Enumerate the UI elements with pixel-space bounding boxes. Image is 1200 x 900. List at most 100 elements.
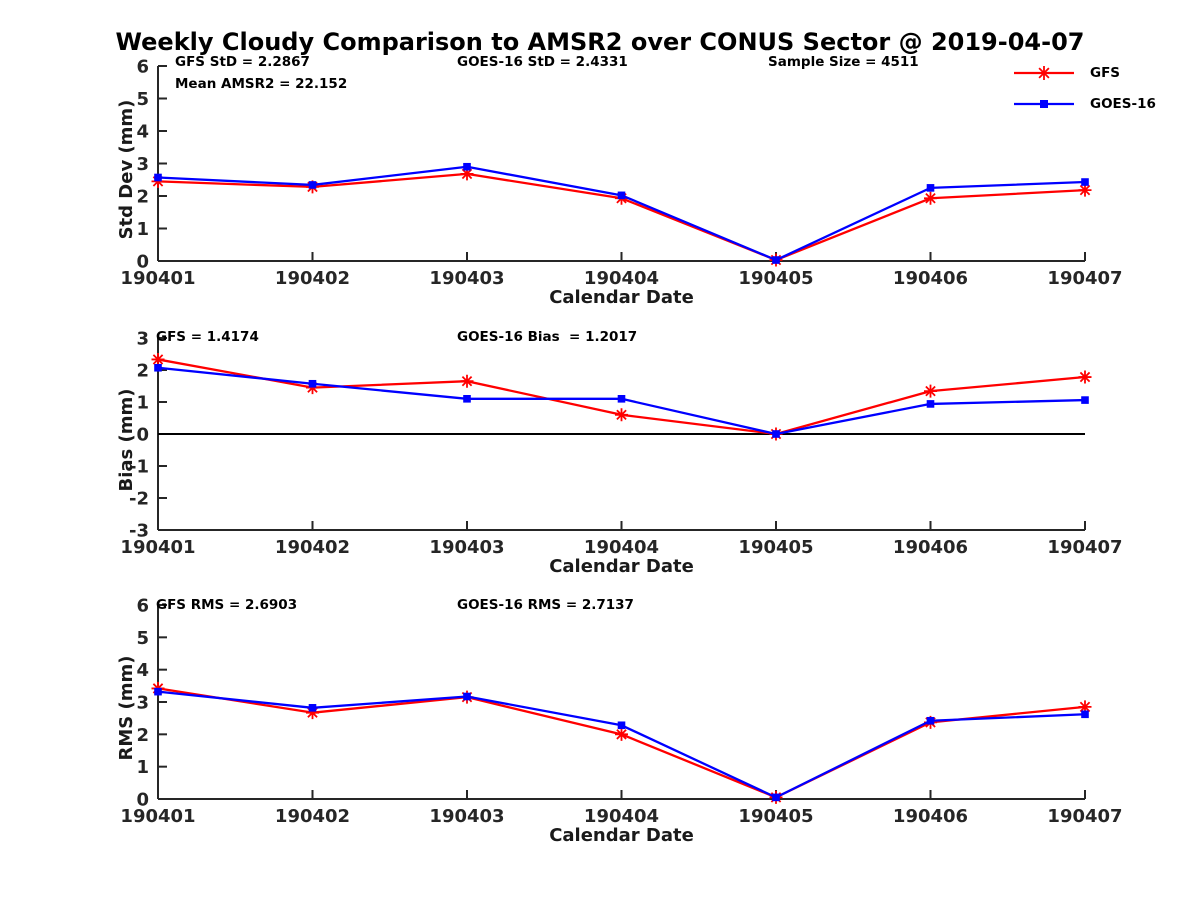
goes-16-marker xyxy=(463,395,471,403)
x-tick-label: 190407 xyxy=(1047,537,1122,558)
goes-16-marker xyxy=(1081,710,1089,719)
legend-entry-gfs: GFS xyxy=(1012,64,1156,82)
y-axis-label: Std Dev (mm) xyxy=(116,100,137,240)
x-tick-label: 190407 xyxy=(1047,806,1122,827)
goes-16-marker xyxy=(617,395,626,403)
x-tick-label: 190404 xyxy=(584,537,659,558)
y-tick-label: 3 xyxy=(136,154,149,175)
x-tick-label: 190402 xyxy=(275,806,350,827)
annotation-goes16-bias: GOES-16 Bias = 1.2017 xyxy=(457,329,638,345)
y-tick-label: 0 xyxy=(136,425,149,446)
goes-16-marker xyxy=(308,379,317,388)
goes-16-marker xyxy=(617,721,626,730)
x-tick-label: 190401 xyxy=(120,268,195,289)
y-tick-label: 3 xyxy=(136,693,149,714)
y-axis-label: Bias (mm) xyxy=(116,389,137,492)
goes-16-marker xyxy=(463,692,471,701)
goes-16-marker xyxy=(1081,178,1089,186)
gfs-marker xyxy=(460,374,474,388)
x-tick-label: 190404 xyxy=(584,268,659,289)
goes-16-marker xyxy=(617,191,626,200)
goes-16-marker xyxy=(772,256,780,264)
goes-16-marker xyxy=(1081,396,1089,404)
annotation-mean-amsr2: Mean AMSR2 = 22.152 xyxy=(175,76,348,92)
goes16-line-sample-icon xyxy=(1014,100,1074,108)
y-tick-label: 1 xyxy=(136,219,149,240)
x-tick-label: 190403 xyxy=(429,268,504,289)
chart-title: Weekly Cloudy Comparison to AMSR2 over C… xyxy=(115,28,1085,56)
x-tick-label: 190406 xyxy=(893,537,968,558)
goes-16-marker xyxy=(154,363,162,372)
goes-16-line xyxy=(157,690,1086,799)
legend-label-goes16: GOES-16 xyxy=(1090,96,1156,112)
gfs-marker xyxy=(1078,183,1092,197)
x-tick-label: 190401 xyxy=(120,537,195,558)
x-axis-label: Calendar Date xyxy=(549,287,694,308)
legend-entry-goes16: GOES-16 xyxy=(1012,95,1156,113)
legend-label-gfs: GFS xyxy=(1090,65,1121,81)
annotation-gfs-rms: GFS RMS = 2.6903 xyxy=(156,597,298,613)
y-tick-label: -2 xyxy=(129,489,149,510)
gfs-line xyxy=(157,687,1086,799)
gfs-marker xyxy=(1078,370,1092,384)
gfs-marker xyxy=(306,706,319,720)
annotation-goes16-rms: GOES-16 RMS = 2.7137 xyxy=(457,597,634,613)
x-tick-label: 190403 xyxy=(429,537,504,558)
y-axis-label: RMS (mm) xyxy=(116,656,137,761)
annotation-gfs-std: GFS StD = 2.2867 xyxy=(175,54,310,70)
gfs-marker xyxy=(924,191,937,205)
goes-16-marker xyxy=(772,793,780,802)
goes-16-marker xyxy=(308,181,317,189)
x-tick-label: 190406 xyxy=(893,806,968,827)
goes-16-marker xyxy=(926,184,935,192)
goes-16-line xyxy=(157,165,1086,262)
gfs-marker xyxy=(306,381,319,395)
legend: GFS GOES-16 xyxy=(1012,64,1156,126)
y-tick-label: 4 xyxy=(136,122,149,143)
goes-16-marker xyxy=(926,716,935,725)
gfs-marker xyxy=(615,408,628,422)
y-tick-label: 5 xyxy=(136,628,149,649)
gfs-marker xyxy=(460,167,474,181)
gfs-marker xyxy=(615,727,628,741)
y-tick-label: 6 xyxy=(136,57,149,78)
x-tick-label: 190405 xyxy=(738,537,813,558)
y-tick-label: 3 xyxy=(136,329,149,350)
goes-16-marker xyxy=(308,704,317,712)
gfs-marker xyxy=(151,174,165,188)
x-tick-label: 190401 xyxy=(120,806,195,827)
x-tick-label: 190402 xyxy=(275,537,350,558)
panel-2: -3 -2 -1 0 1 2 3 190401 190402 190403 190404 190405… xyxy=(116,329,1123,578)
x-tick-label: 190405 xyxy=(738,268,813,289)
x-tick-label: 190402 xyxy=(275,268,350,289)
y-tick-label: 2 xyxy=(136,725,149,746)
x-tick-label: 190405 xyxy=(738,806,813,827)
y-tick-label: 2 xyxy=(136,187,149,208)
annotation-goes16-std: GOES-16 StD = 2.4331 xyxy=(457,54,628,70)
y-tick-label: -1 xyxy=(129,457,149,478)
y-tick-label: 1 xyxy=(136,757,149,778)
square-marker-icon xyxy=(1040,100,1048,108)
gfs-marker xyxy=(151,352,165,366)
gfs-line-sample-icon xyxy=(1014,66,1074,80)
y-tick-label: 2 xyxy=(136,361,149,382)
y-tick-label: 5 xyxy=(136,89,149,110)
goes-16-marker xyxy=(463,162,471,171)
x-axis-label: Calendar Date xyxy=(549,556,694,577)
asterisk-marker-icon xyxy=(1037,66,1051,80)
y-tick-label: -3 xyxy=(129,521,149,542)
y-tick-label: 1 xyxy=(136,393,149,414)
x-tick-label: 190407 xyxy=(1047,268,1122,289)
y-tick-label: 0 xyxy=(136,252,149,273)
goes-16-marker xyxy=(926,400,935,408)
x-axis-label: Calendar Date xyxy=(549,825,694,846)
panel-1: 0 1 2 3 4 5 6 190401 190402 190403 190404 190405 190… xyxy=(116,57,1123,309)
gfs-marker xyxy=(924,384,937,398)
goes-16-marker xyxy=(154,687,162,696)
gfs-marker xyxy=(1078,700,1092,714)
goes-16-marker xyxy=(772,430,780,438)
annotation-sample-size: Sample Size = 4511 xyxy=(768,54,919,70)
x-tick-label: 190403 xyxy=(429,806,504,827)
